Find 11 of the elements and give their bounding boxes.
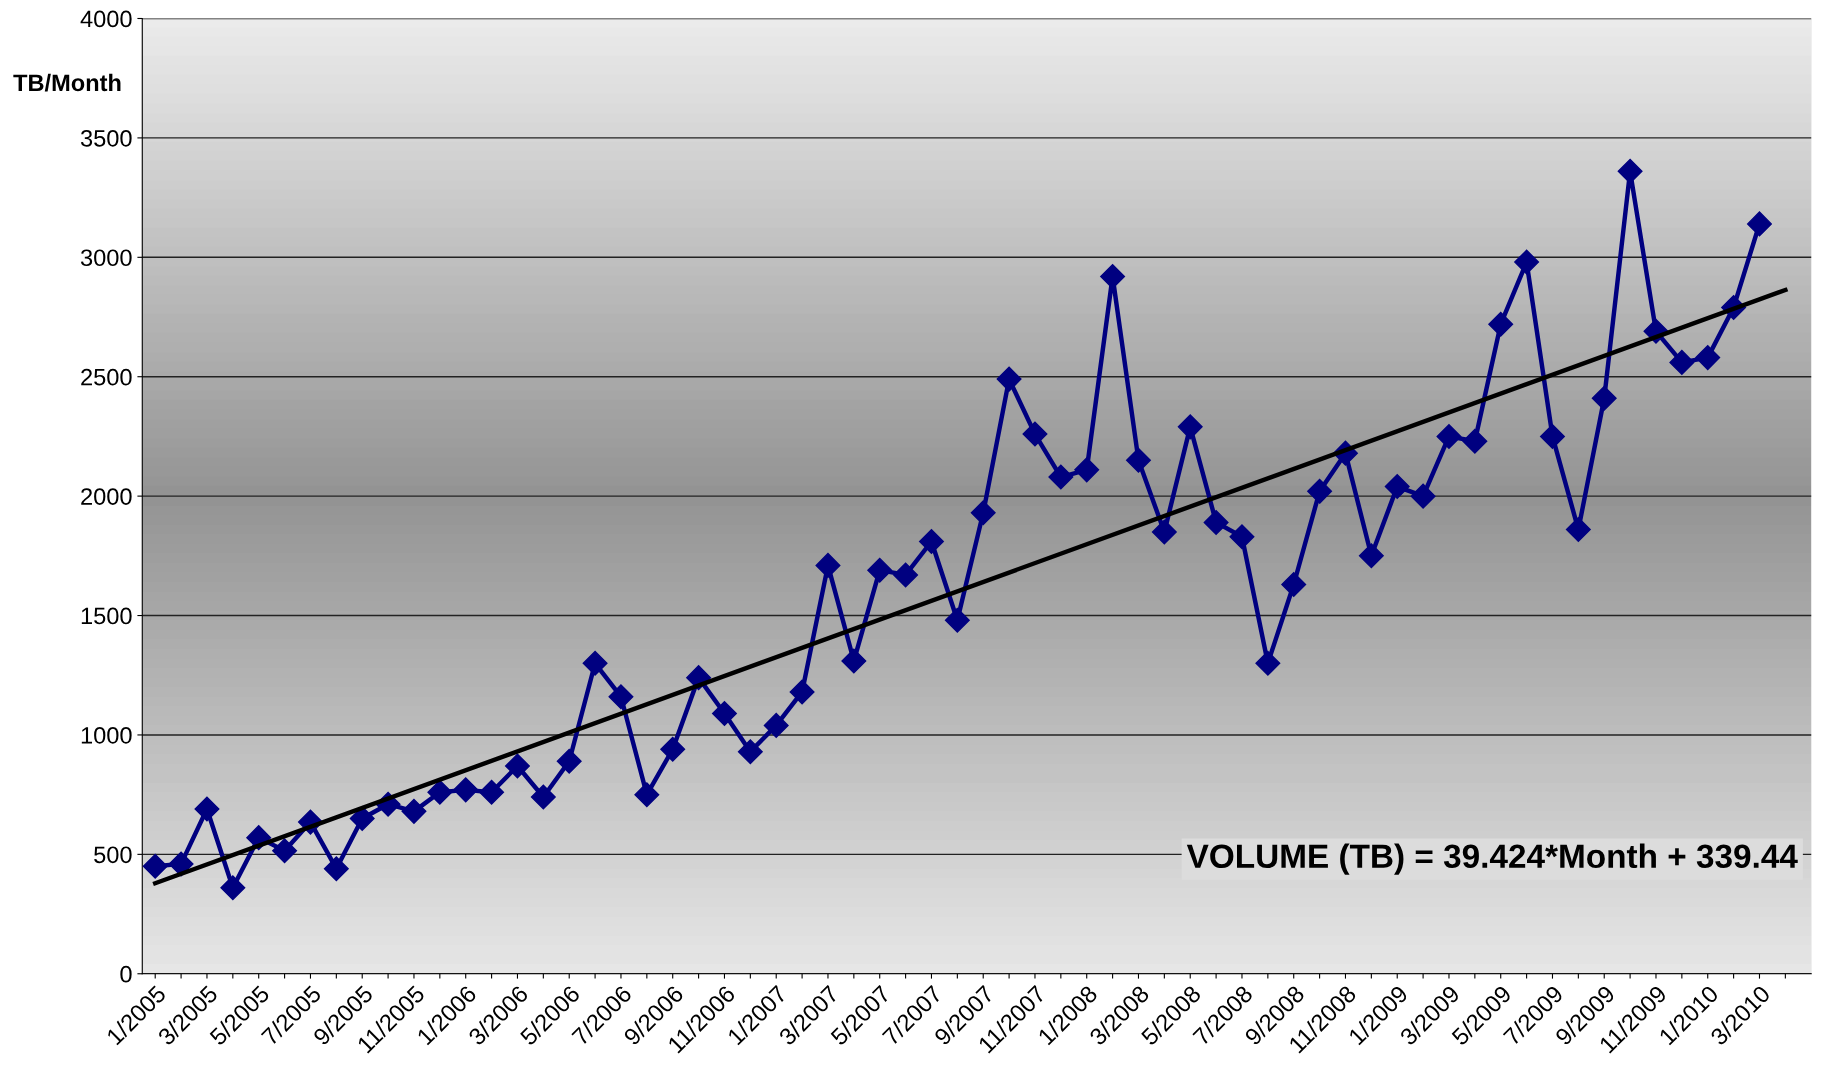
y-tick-label: 3500 [80,129,132,147]
y-tick-label: 4000 [80,10,132,28]
y-tick-label: 2500 [81,368,132,386]
annotation: VOLUME (TB) = 39.424*Month + 339.44 [1186,843,1798,875]
y-tick-label: 500 [94,846,132,864]
y-tick-label: 3000 [80,249,132,267]
y-tick-label: 1500 [81,607,132,625]
y-tick-label: 1000 [81,727,132,744]
y-tick-label: 0 [120,965,132,983]
y-axis-title: TB/Month [13,73,121,92]
y-tick-label: 2000 [81,488,132,505]
